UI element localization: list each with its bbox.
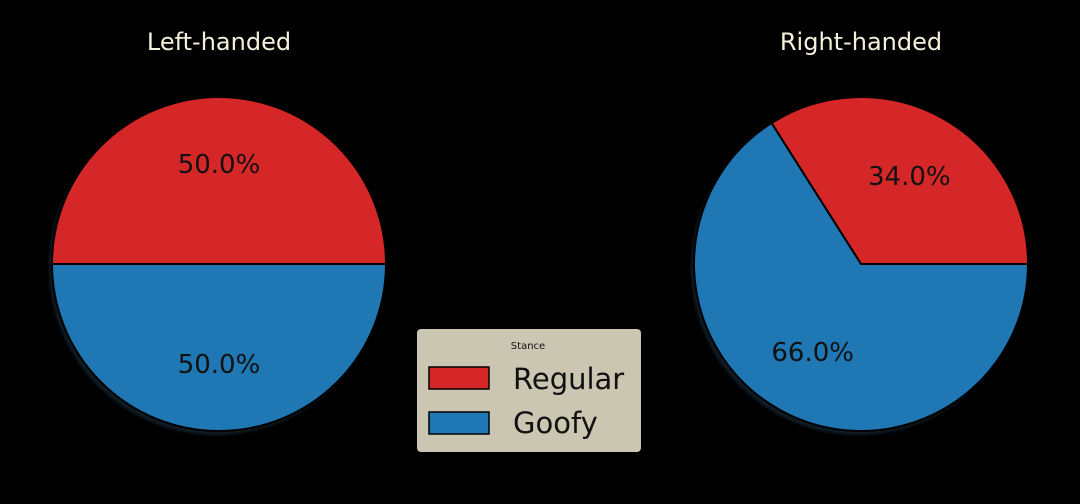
legend: Stance Regular Goofy [417, 329, 641, 452]
pie-title-left-handed: Left-handed [147, 28, 291, 56]
pie-chart-left-handed: Left-handed 50.0% 50.0% [49, 28, 387, 435]
pie-labels-left: 50.0% 50.0% [178, 150, 261, 380]
pie-slice-goofy-right-handed [693, 122, 1029, 432]
legend-label-regular: Regular [513, 362, 624, 396]
pie-slice-goofy-left-handed [51, 263, 387, 432]
legend-swatch-goofy [428, 411, 490, 435]
legend-swatch-regular [428, 366, 490, 390]
pie-pct-label-regular-right-handed: 34.0% [868, 162, 951, 192]
pie-labels-right: 34.0% 66.0% [771, 162, 950, 368]
pie-slices-right [693, 96, 1029, 432]
legend-label-goofy: Goofy [513, 406, 598, 440]
pie-title-right-handed: Right-handed [780, 28, 942, 56]
pie-slice-regular-left-handed [51, 96, 387, 265]
pie-pct-label-regular-left-handed: 50.0% [178, 150, 261, 180]
pie-chart-right-handed: Right-handed 34.0% 66.0% [691, 28, 1029, 435]
pie-slices-left [51, 96, 387, 432]
legend-title: Stance [511, 341, 545, 352]
pie-pct-label-goofy-left-handed: 50.0% [178, 350, 261, 380]
pie-pct-label-goofy-right-handed: 66.0% [771, 338, 854, 368]
